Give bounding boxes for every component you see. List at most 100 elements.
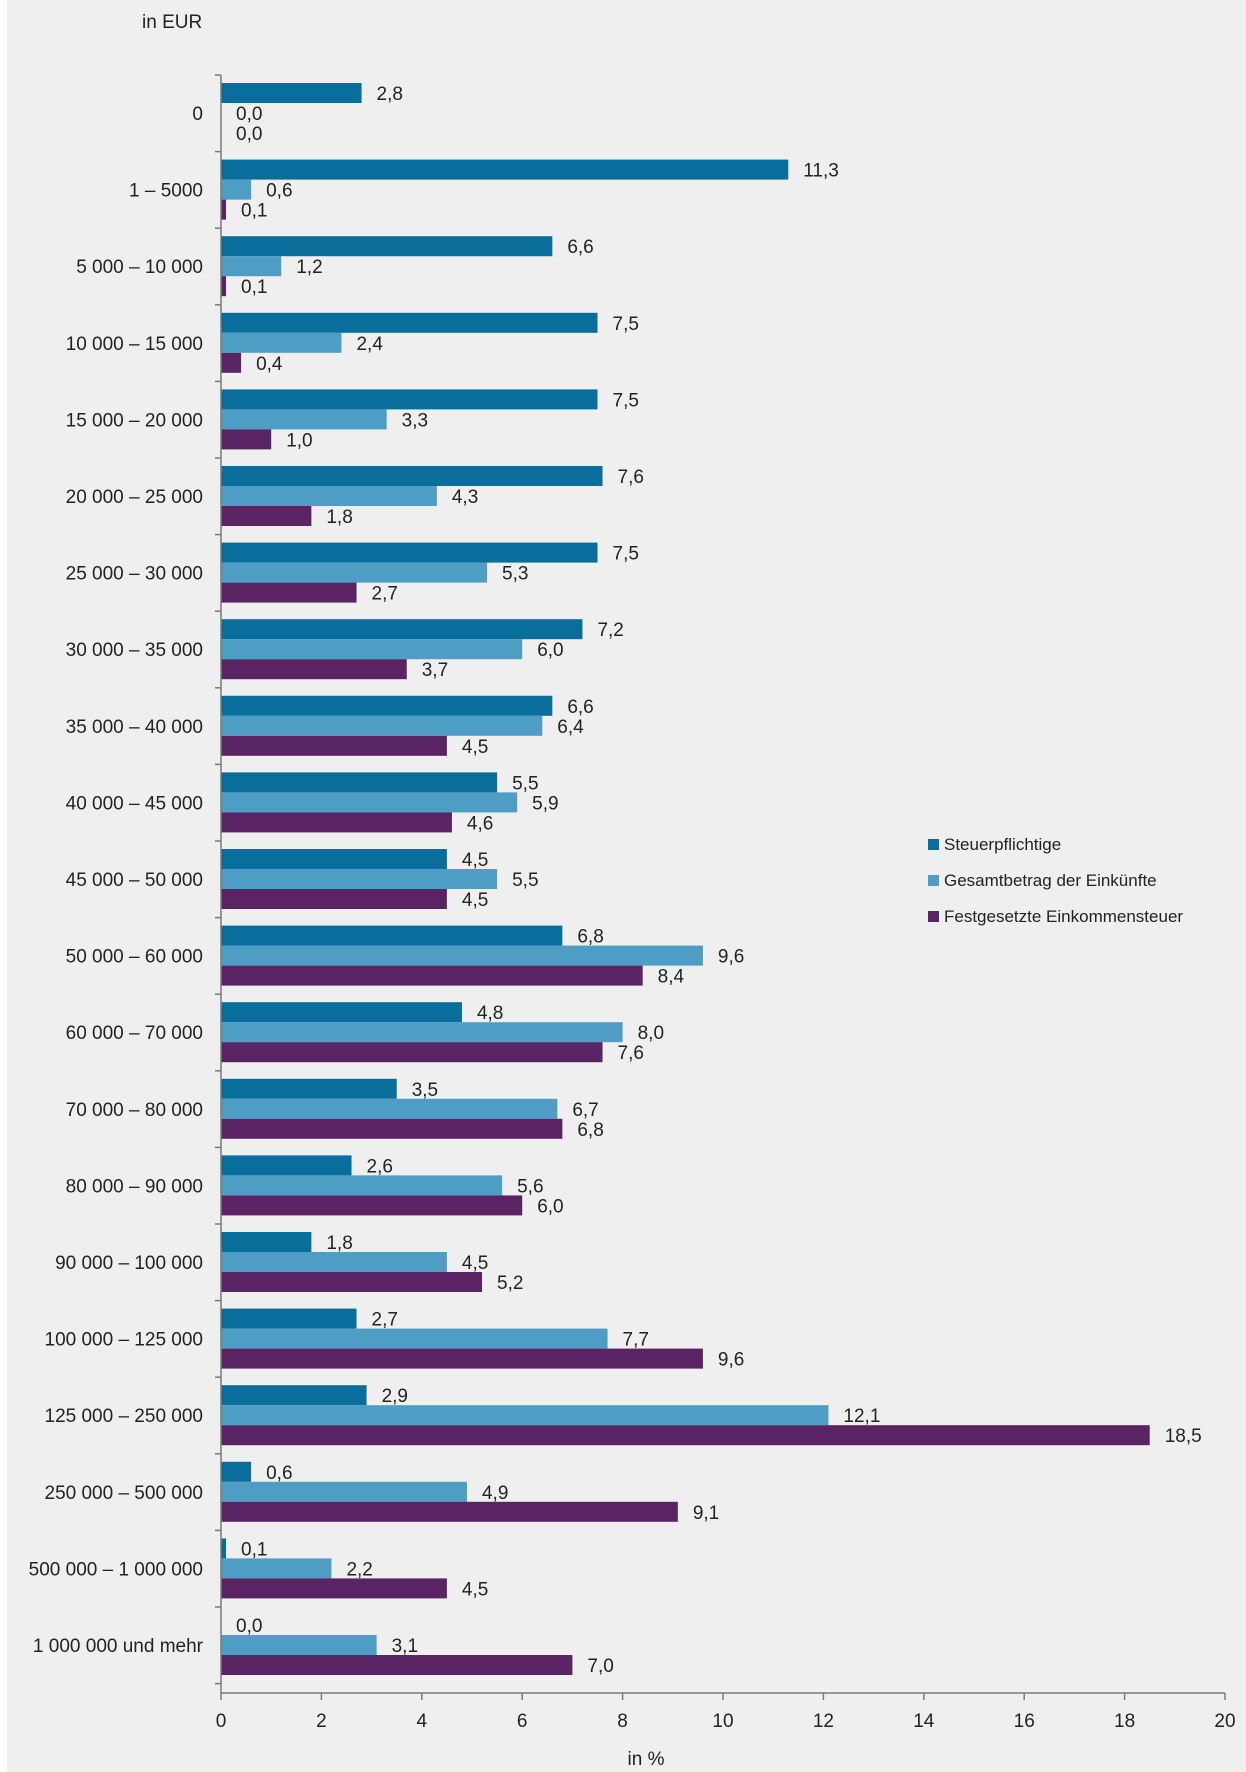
bar-2-14: [221, 1098, 558, 1119]
bar-3-16: [221, 1272, 483, 1292]
value-label-3-9: 4,5: [462, 737, 488, 758]
bar-3-20: [221, 1578, 447, 1599]
value-label-1-18: 2,9: [382, 1386, 408, 1407]
bar-1-1: [221, 83, 362, 103]
value-label-2-16: 4,5: [462, 1253, 488, 1274]
bar-2-8: [221, 639, 523, 660]
bar-1-5: [221, 389, 598, 410]
bar-1-8: [221, 619, 583, 640]
bar-2-7: [221, 562, 488, 583]
value-label-1-17: 2,7: [372, 1310, 398, 1331]
bar-3-14: [221, 1118, 563, 1139]
value-label-3-13: 7,6: [618, 1043, 644, 1064]
legend-swatch-2: [928, 875, 939, 886]
bar-3-12: [221, 965, 643, 986]
category-label-12: 50 000 – 60 000: [66, 947, 203, 968]
category-label-10: 40 000 – 45 000: [66, 793, 203, 814]
bar-1-2: [221, 159, 789, 180]
x-tick-label-12: 12: [813, 1711, 834, 1732]
category-label-5: 15 000 – 20 000: [66, 410, 203, 431]
value-label-2-20: 2,2: [346, 1559, 372, 1580]
bar-3-9: [221, 735, 447, 756]
bar-2-16: [221, 1252, 447, 1272]
x-tick-label-6: 6: [517, 1711, 528, 1732]
bar-2-12: [221, 945, 703, 966]
value-label-3-15: 6,0: [537, 1196, 563, 1217]
value-label-2-17: 7,7: [623, 1330, 649, 1351]
bar-1-13: [221, 1002, 462, 1023]
category-label-16: 90 000 – 100 000: [55, 1253, 203, 1274]
value-label-3-3: 0,1: [241, 277, 267, 298]
category-label-19: 250 000 – 500 000: [45, 1483, 204, 1504]
category-label-1: 0: [192, 104, 203, 125]
value-label-3-11: 4,5: [462, 890, 488, 911]
category-label-15: 80 000 – 90 000: [66, 1176, 203, 1197]
bar-3-13: [221, 1042, 603, 1063]
bar-3-2: [221, 199, 227, 220]
bar-1-20: [221, 1538, 227, 1559]
value-label-1-11: 4,5: [462, 850, 488, 871]
y-axis-title: in EUR: [142, 12, 202, 33]
x-tick-label-2: 2: [316, 1711, 327, 1732]
bar-1-10: [221, 772, 498, 793]
category-label-21: 1 000 000 und mehr: [33, 1636, 204, 1657]
bar-3-4: [221, 352, 242, 373]
value-label-1-1: 2,8: [377, 84, 403, 105]
value-label-2-12: 9,6: [718, 947, 744, 968]
bar-1-9: [221, 695, 553, 716]
value-label-1-7: 7,5: [613, 544, 639, 565]
value-label-1-14: 3,5: [412, 1080, 438, 1101]
value-label-1-21: 0,0: [236, 1616, 262, 1637]
x-tick-label-16: 16: [1014, 1711, 1035, 1732]
legend: Steuerpflichtige Gesamtbetrag der Einkünf…: [928, 835, 1183, 926]
x-tick-label-18: 18: [1114, 1711, 1135, 1732]
legend-swatch-1: [928, 839, 939, 850]
bar-2-9: [221, 715, 543, 736]
value-label-2-4: 2,4: [356, 334, 383, 355]
category-label-20: 500 000 – 1 000 000: [29, 1559, 203, 1580]
category-label-17: 100 000 – 125 000: [45, 1330, 204, 1351]
bar-1-14: [221, 1078, 397, 1099]
bar-3-18: [221, 1425, 1150, 1446]
x-tick-label-10: 10: [712, 1711, 733, 1732]
bar-3-7: [221, 582, 357, 603]
category-label-18: 125 000 – 250 000: [45, 1406, 204, 1427]
category-label-11: 45 000 – 50 000: [66, 870, 203, 891]
category-label-3: 5 000 – 10 000: [76, 257, 203, 278]
bar-1-19: [221, 1461, 252, 1482]
bar-2-5: [221, 409, 387, 430]
bar-2-19: [221, 1481, 467, 1502]
value-label-1-2: 11,3: [803, 161, 839, 182]
value-label-2-7: 5,3: [502, 564, 528, 585]
bar-3-8: [221, 659, 407, 680]
value-label-2-1: 0,0: [236, 104, 262, 125]
x-axis-title: in %: [628, 1749, 665, 1770]
value-label-3-18: 18,5: [1165, 1426, 1202, 1447]
x-tick-label-20: 20: [1214, 1711, 1235, 1732]
value-label-3-17: 9,6: [718, 1350, 744, 1371]
x-tick-label-8: 8: [617, 1711, 628, 1732]
value-label-2-13: 8,0: [638, 1023, 664, 1044]
value-label-3-8: 3,7: [422, 660, 448, 681]
bar-3-21: [221, 1655, 573, 1675]
value-label-2-18: 12,1: [843, 1406, 880, 1427]
bar-1-16: [221, 1232, 312, 1252]
bar-3-19: [221, 1501, 678, 1522]
value-label-3-10: 4,6: [467, 813, 493, 834]
bar-2-21: [221, 1635, 377, 1655]
bar-1-18: [221, 1385, 367, 1406]
value-label-1-10: 5,5: [512, 773, 538, 794]
category-label-2: 1 – 5000: [129, 181, 203, 202]
category-label-6: 20 000 – 25 000: [66, 487, 203, 508]
value-label-3-20: 4,5: [462, 1579, 488, 1600]
value-label-2-2: 0,6: [266, 181, 292, 202]
value-label-3-16: 5,2: [497, 1273, 523, 1294]
bar-3-5: [221, 429, 272, 450]
bar-1-15: [221, 1155, 352, 1176]
value-label-2-11: 5,5: [512, 870, 538, 891]
value-label-1-6: 7,6: [618, 467, 644, 488]
value-label-2-9: 6,4: [557, 717, 584, 738]
bar-2-6: [221, 486, 437, 506]
value-label-2-3: 1,2: [296, 257, 322, 278]
